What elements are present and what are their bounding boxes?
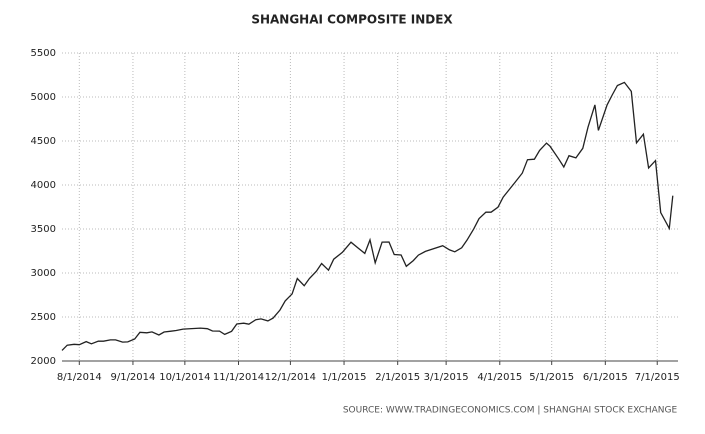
x-tick-label: 2/1/2015 — [375, 372, 420, 383]
x-tick-label: 5/1/2015 — [529, 372, 574, 383]
y-tick-label: 4500 — [31, 136, 56, 147]
y-tick-label: 2000 — [31, 356, 56, 367]
x-tick-label: 3/1/2015 — [424, 372, 469, 383]
x-tick-label: 8/1/2014 — [57, 372, 102, 383]
x-tick-label: 7/1/2015 — [635, 372, 680, 383]
y-tick-label: 3500 — [31, 224, 56, 235]
source: SOURCE: WWW.TRADINGECONOMICS.COM | SHANG… — [343, 406, 678, 416]
y-tick-label: 4000 — [31, 180, 56, 191]
x-tick-label: 10/1/2014 — [159, 372, 210, 383]
y-tick-label: 3000 — [31, 268, 56, 279]
x-tick-label: 12/1/2014 — [265, 372, 316, 383]
x-tick-label: 6/1/2015 — [583, 372, 628, 383]
y-tick-label: 5500 — [31, 48, 56, 59]
chart-title: SHANGHAI COMPOSITE INDEX — [251, 13, 453, 27]
x-tick-label: 11/1/2014 — [213, 372, 264, 383]
x-tick-label: 4/1/2015 — [477, 372, 522, 383]
y-tick-label: 2500 — [31, 312, 56, 323]
line — [61, 81, 674, 351]
x-tick-label: 9/1/2014 — [110, 372, 155, 383]
x-tick-label: 1/1/2015 — [322, 372, 367, 383]
y-tick-label: 5000 — [31, 92, 56, 103]
